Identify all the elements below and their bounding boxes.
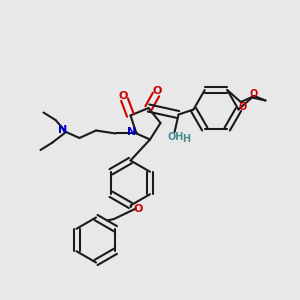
Text: OH: OH: [168, 132, 184, 142]
Text: O: O: [249, 89, 258, 99]
Text: O: O: [153, 86, 162, 96]
Text: N: N: [58, 125, 68, 136]
Text: O: O: [118, 91, 128, 101]
Text: N: N: [128, 127, 136, 137]
Text: O: O: [133, 203, 143, 214]
Text: H: H: [182, 134, 191, 144]
Text: O: O: [238, 101, 246, 112]
